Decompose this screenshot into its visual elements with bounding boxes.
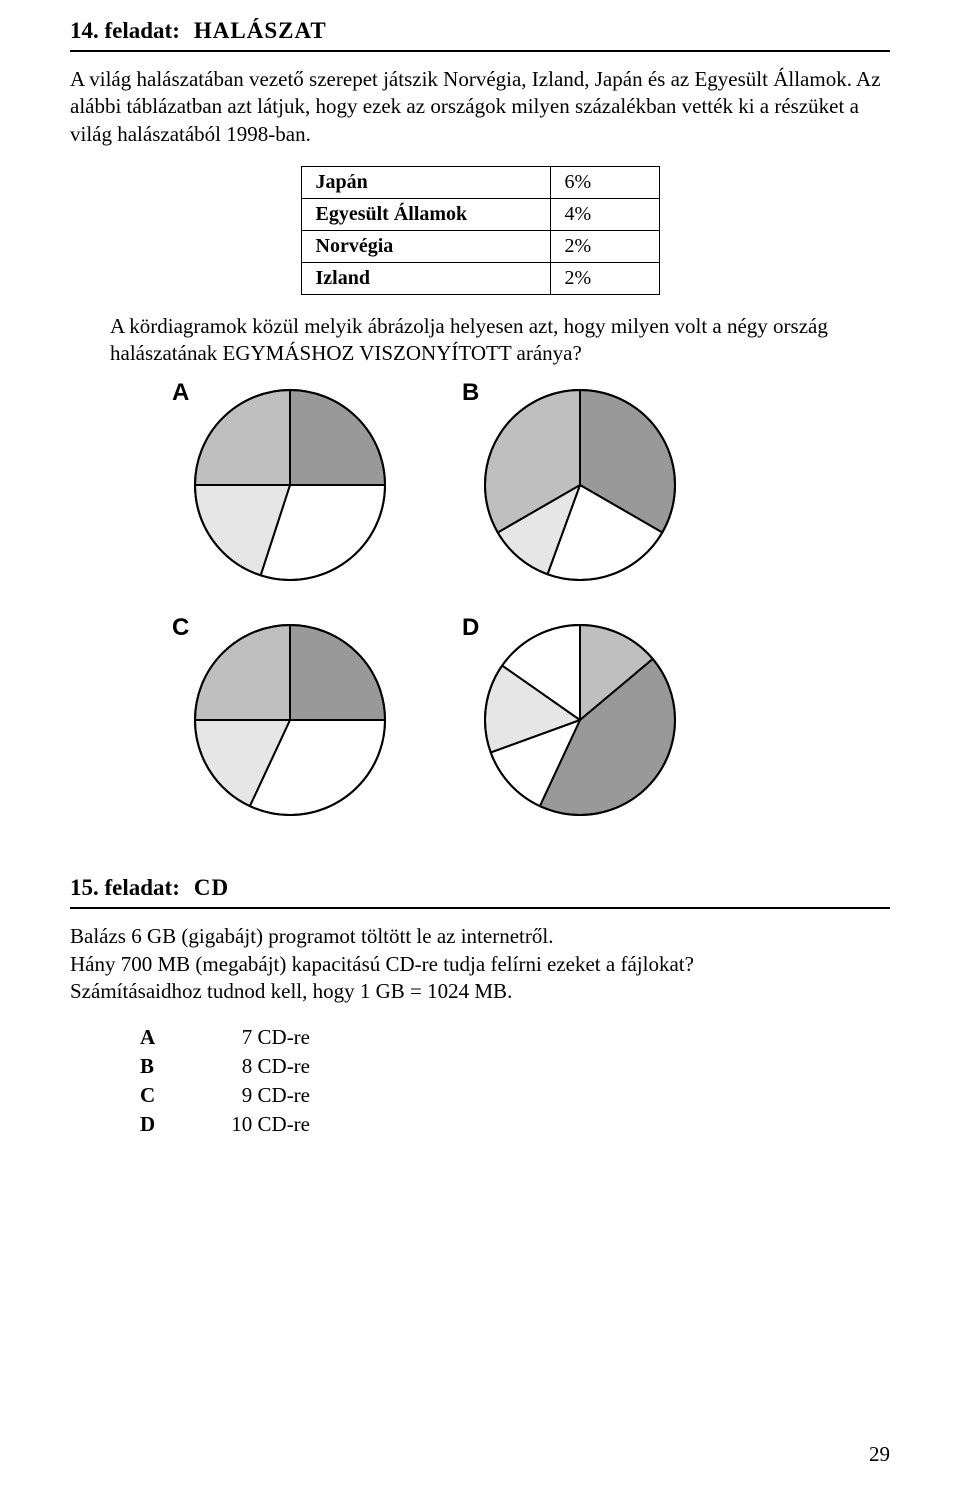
page-number: 29 xyxy=(869,1442,890,1467)
task15-number: 15. feladat: xyxy=(70,875,180,901)
task14-charts: ABCD xyxy=(190,385,890,825)
answer-letter: D xyxy=(140,1112,190,1137)
pie-chart: C xyxy=(190,620,400,825)
chart-label: C xyxy=(172,614,189,642)
answer-row: B8 CD-re xyxy=(140,1054,890,1079)
pie-chart-svg xyxy=(480,385,680,585)
answer-letter: A xyxy=(140,1025,190,1050)
pie-slice xyxy=(290,625,385,720)
task15-divider xyxy=(70,907,890,909)
pie-slice xyxy=(195,390,290,485)
pie-slice xyxy=(290,390,385,485)
chart-row: AB xyxy=(190,385,890,590)
pie-chart-svg xyxy=(190,620,390,820)
answer-text: 9 CD-re xyxy=(190,1083,310,1108)
table-cell-value: 2% xyxy=(550,230,659,262)
pie-slice xyxy=(195,625,290,720)
answer-row: C9 CD-re xyxy=(140,1083,890,1108)
task14-table: Japán6%Egyesült Államok4%Norvégia2%Izlan… xyxy=(301,166,660,295)
pie-chart-svg xyxy=(480,620,680,820)
table-row: Japán6% xyxy=(301,166,659,198)
task15-answers: A7 CD-reB8 CD-reC9 CD-reD10 CD-re xyxy=(140,1025,890,1137)
chart-row: CD xyxy=(190,620,890,825)
pie-chart: A xyxy=(190,385,400,590)
task15-header: 15. feladat: CD xyxy=(70,875,890,901)
table-row: Egyesült Államok4% xyxy=(301,198,659,230)
table-row: Izland2% xyxy=(301,262,659,294)
chart-label: D xyxy=(462,614,479,642)
pie-chart: B xyxy=(480,385,690,590)
table-row: Norvégia2% xyxy=(301,230,659,262)
answer-row: D10 CD-re xyxy=(140,1112,890,1137)
task14-header: 14. feladat: HALÁSZAT xyxy=(70,18,890,44)
table-cell-value: 6% xyxy=(550,166,659,198)
answer-row: A7 CD-re xyxy=(140,1025,890,1050)
chart-label: A xyxy=(172,379,189,407)
page: 14. feladat: HALÁSZAT A világ halászatáb… xyxy=(0,0,960,1487)
task15-body: Balázs 6 GB (gigabájt) programot töltött… xyxy=(70,923,890,1005)
table-cell-country: Japán xyxy=(301,166,550,198)
table-cell-value: 4% xyxy=(550,198,659,230)
answer-text: 7 CD-re xyxy=(190,1025,310,1050)
task15-block: 15. feladat: CD Balázs 6 GB (gigabájt) p… xyxy=(70,875,890,1137)
answer-letter: B xyxy=(140,1054,190,1079)
task14-title: HALÁSZAT xyxy=(194,18,327,44)
task14-question: A kördiagramok közül melyik ábrázolja he… xyxy=(110,313,890,368)
pie-chart: D xyxy=(480,620,690,825)
task14-divider xyxy=(70,50,890,52)
task14-intro: A világ halászatában vezető szerepet ját… xyxy=(70,66,890,148)
table-cell-country: Izland xyxy=(301,262,550,294)
table-cell-country: Egyesült Államok xyxy=(301,198,550,230)
task15-title: CD xyxy=(194,875,229,901)
task14-number: 14. feladat: xyxy=(70,18,180,44)
pie-chart-svg xyxy=(190,385,390,585)
table-cell-value: 2% xyxy=(550,262,659,294)
answer-text: 8 CD-re xyxy=(190,1054,310,1079)
answer-letter: C xyxy=(140,1083,190,1108)
answer-text: 10 CD-re xyxy=(190,1112,310,1137)
chart-label: B xyxy=(462,379,479,407)
table-cell-country: Norvégia xyxy=(301,230,550,262)
